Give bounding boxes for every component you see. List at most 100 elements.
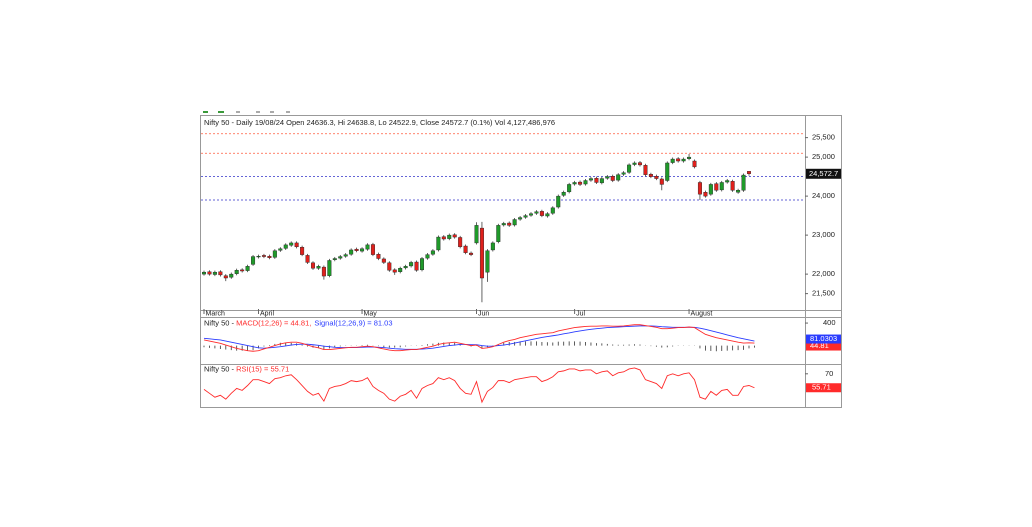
y-tick-label: 24,000 <box>812 191 835 200</box>
chart-frame <box>200 115 842 408</box>
y-tick-label: 70 <box>825 369 833 378</box>
candle-body <box>234 270 239 274</box>
chart-title: Nifty 50 - Daily 19/08/24 Open 24636.3, … <box>204 118 555 127</box>
macd-header-part: MACD(12,26) = 44.81, <box>236 318 311 327</box>
candle-body <box>469 252 474 255</box>
candle-body <box>354 248 359 251</box>
candle-body <box>370 244 375 255</box>
candle-body <box>474 225 479 244</box>
candle-body <box>251 256 256 265</box>
x-tick-label: April <box>260 310 274 317</box>
candle-body <box>212 271 217 275</box>
candle-body <box>736 190 741 193</box>
candle-body <box>692 160 697 168</box>
candle-body <box>594 177 599 183</box>
candle-body <box>534 211 539 214</box>
x-tick-label: March <box>206 310 226 317</box>
candle-body <box>267 255 272 258</box>
candle-body <box>338 256 343 259</box>
signal-value-box <box>806 334 841 344</box>
rsi-header-part: RSI(15) = 55.71 <box>236 364 289 373</box>
candle-body <box>599 178 604 184</box>
toolbar-icons <box>203 111 290 113</box>
candle-body <box>343 254 348 257</box>
candle-body <box>278 248 283 251</box>
candle-body <box>245 266 250 271</box>
candle-body <box>550 207 555 214</box>
candle-body <box>283 244 288 249</box>
candle-body <box>687 156 692 159</box>
candle-body <box>616 174 621 181</box>
candle-body <box>300 247 305 255</box>
candle-body <box>430 250 435 255</box>
candle-body <box>479 227 484 279</box>
candle-body <box>458 237 463 248</box>
candle-body <box>703 192 708 197</box>
candle-body <box>556 195 561 208</box>
candle-body <box>392 269 397 273</box>
rsi-value-box <box>806 383 841 393</box>
y-tick-label: 21,500 <box>812 289 835 298</box>
x-tick-label: August <box>691 310 713 317</box>
candle-body <box>441 236 446 240</box>
candle-body <box>539 211 544 216</box>
candle-body <box>360 248 365 252</box>
candle-body <box>583 180 588 185</box>
candle-body <box>376 254 381 259</box>
candle-body <box>627 164 632 173</box>
candle-body <box>659 178 664 185</box>
candle-body <box>409 262 414 267</box>
x-tick-label: Jun <box>478 310 489 317</box>
candle-body <box>311 262 316 269</box>
candle-body <box>256 255 261 258</box>
candle-body <box>229 273 234 278</box>
candle-body <box>643 165 648 175</box>
candle-body <box>632 162 637 165</box>
rsi-header-part: Nifty 50 - <box>204 364 236 373</box>
macd-header-part: Signal(12,26,9) = 81.03 <box>314 318 392 327</box>
candle-body <box>665 162 670 181</box>
candle-body <box>240 269 245 272</box>
candle-body <box>545 213 550 217</box>
candle-body <box>529 213 534 216</box>
candle-body <box>420 258 425 271</box>
candle-body <box>621 172 626 175</box>
candle-body <box>289 242 294 246</box>
candle-body <box>294 242 299 248</box>
candle-body <box>447 234 452 239</box>
x-tick-label: May <box>364 310 378 317</box>
candle-body <box>572 182 577 185</box>
candle-body <box>512 219 517 226</box>
rsi-line <box>203 367 755 404</box>
candle-body <box>436 236 441 251</box>
y-tick-label: 25,500 <box>812 133 835 142</box>
y-tick-label: 23,000 <box>812 230 835 239</box>
candle-body <box>725 180 730 183</box>
candle-body <box>463 245 468 253</box>
candle-body <box>316 266 321 269</box>
candle-body <box>332 258 337 260</box>
signal-value-label: 81.0303 <box>810 334 837 343</box>
x-tick-label: Jul <box>576 310 585 317</box>
candle-body <box>398 268 403 272</box>
candle-body <box>223 275 228 279</box>
candle-body <box>414 261 419 271</box>
signal-line <box>203 325 755 350</box>
candle-body <box>730 181 735 191</box>
macd-value-label: 44.81 <box>810 341 829 350</box>
candle-body <box>496 225 501 242</box>
candle-body <box>670 158 675 163</box>
candle-body <box>747 171 752 174</box>
candle-body <box>305 255 310 263</box>
candle-body <box>261 255 266 257</box>
candle-body <box>381 258 386 263</box>
candle-body <box>605 176 610 179</box>
candle-body <box>365 244 370 250</box>
candle-body <box>567 184 572 193</box>
candle-body <box>708 184 713 195</box>
macd-header: Nifty 50 - MACD(12,26) = 44.81, Signal(12… <box>204 318 393 327</box>
candle-body <box>719 182 724 191</box>
candle-body <box>201 271 206 275</box>
candle-body <box>518 217 523 220</box>
